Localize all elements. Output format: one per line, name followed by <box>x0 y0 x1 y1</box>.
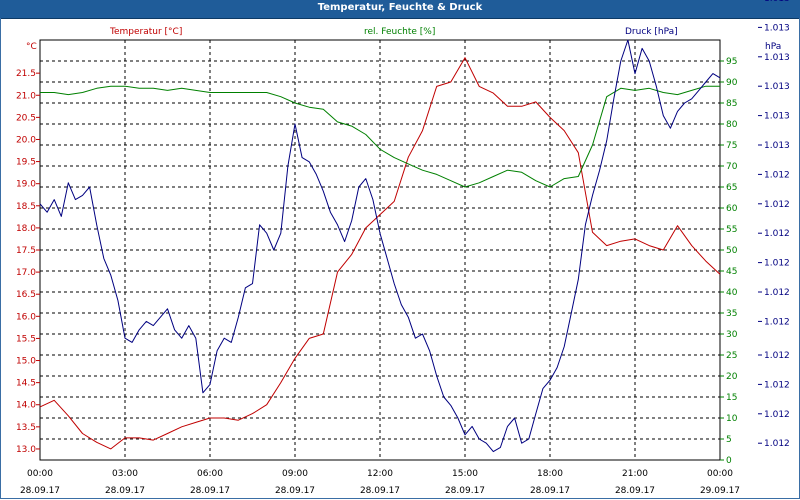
temperature-tick-label: 15.0 <box>16 357 36 367</box>
temperature-tick-label: 13.0 <box>16 445 36 455</box>
pressure-tick-label: 1.012 <box>764 380 790 390</box>
pressure-tick-label: 1.012 <box>764 200 790 210</box>
legend-temperature: Temperatur [°C] <box>109 27 182 37</box>
pressure-tick-label: 1.012 <box>764 259 790 269</box>
humidity-tick-label: 10 <box>726 414 738 424</box>
pressure-tick-label: 1.012 <box>764 410 790 420</box>
x-tick-time: 09:00 <box>282 469 308 479</box>
series-line-humidity <box>40 85 720 188</box>
pressure-tick-label: 1.012 <box>764 317 790 327</box>
humidity-tick-label: 90 <box>726 78 738 88</box>
temperature-tick-label: 19.0 <box>16 180 36 190</box>
humidity-tick-label: 15 <box>726 393 737 403</box>
x-tick-time: 15:00 <box>452 469 478 479</box>
pressure-tick-label: 1.013 <box>764 53 790 63</box>
pressure-tick-label: 1.012 <box>764 288 790 298</box>
x-tick-date: 28.09.17 <box>360 486 400 496</box>
humidity-tick-label: 25 <box>726 351 737 361</box>
pressure-unit-label: hPa <box>765 42 781 52</box>
temperature-tick-label: 17.5 <box>16 246 36 256</box>
pressure-tick-label: 1.013 <box>764 23 790 33</box>
humidity-tick-label: 65 <box>726 183 737 193</box>
humidity-tick-label: 35 <box>726 309 737 319</box>
series-line-pressure <box>39 39 721 453</box>
humidity-tick-label: 50 <box>726 246 738 256</box>
x-tick-time: 18:00 <box>537 469 563 479</box>
window-title: Temperatur, Feuchte & Druck <box>317 2 483 13</box>
pressure-tick-label: 1.012 <box>764 351 790 361</box>
x-tick-date: 28.09.17 <box>530 486 570 496</box>
temperature-tick-label: 17.0 <box>16 268 36 278</box>
x-tick-time: 00:00 <box>707 469 733 479</box>
x-tick-date: 28.09.17 <box>105 486 145 496</box>
pressure-tick-label: 1.013 <box>764 0 790 4</box>
humidity-tick-label: 5 <box>726 435 732 445</box>
temperature-tick-label: 14.0 <box>16 401 36 411</box>
humidity-tick-label: 0 <box>726 456 732 466</box>
x-tick-date: 29.09.17 <box>700 486 740 496</box>
temperature-tick-label: 20.5 <box>16 113 36 123</box>
temperature-tick-label: 21.5 <box>16 69 36 79</box>
temperature-tick-label: 21.0 <box>16 91 36 101</box>
temperature-tick-label: 14.5 <box>16 379 36 389</box>
title-bar: Temperatur, Feuchte & Druck <box>0 0 800 19</box>
x-tick-time: 21:00 <box>622 469 648 479</box>
pressure-tick-label: 1.013 <box>764 82 790 92</box>
temperature-tick-label: 18.0 <box>16 224 36 234</box>
temperature-tick-label: 16.0 <box>16 312 36 322</box>
humidity-tick-label: 55 <box>726 225 737 235</box>
temperature-tick-label: 19.5 <box>16 158 36 168</box>
temperature-tick-label: 13.5 <box>16 423 36 433</box>
x-tick-date: 28.09.17 <box>190 486 230 496</box>
humidity-tick-label: 45 <box>726 267 737 277</box>
legend-humidity: rel. Feuchte [%] <box>364 27 435 37</box>
x-tick-time: 06:00 <box>197 469 223 479</box>
x-tick-date: 28.09.17 <box>615 486 655 496</box>
humidity-tick-label: 95 <box>726 57 737 67</box>
humidity-tick-label: 75 <box>726 141 737 151</box>
temperature-tick-label: 16.5 <box>16 290 36 300</box>
x-tick-date: 28.09.17 <box>275 486 315 496</box>
x-tick-time: 12:00 <box>367 469 393 479</box>
temperature-unit-label: °C <box>26 42 37 52</box>
x-tick-time: 03:00 <box>112 469 138 479</box>
humidity-tick-label: 60 <box>726 204 738 214</box>
humidity-tick-label: 70 <box>726 162 738 172</box>
temperature-tick-label: 20.0 <box>16 135 36 145</box>
temperature-tick-label: 15.5 <box>16 334 36 344</box>
legend-pressure: Druck [hPa] <box>625 27 678 37</box>
pressure-tick-label: 1.013 <box>764 112 790 122</box>
x-tick-date: 28.09.17 <box>20 486 60 496</box>
humidity-tick-label: 85 <box>726 99 737 109</box>
pressure-tick-label: 1.012 <box>764 439 790 449</box>
x-tick-time: 00:00 <box>27 469 53 479</box>
humidity-tick-label: 80 <box>726 120 738 130</box>
x-tick-date: 28.09.17 <box>445 486 485 496</box>
humidity-tick-label: 40 <box>726 288 738 298</box>
humidity-tick-label: 30 <box>726 330 738 340</box>
series-line-temperature <box>39 57 721 450</box>
pressure-tick-label: 1.013 <box>764 141 790 151</box>
humidity-tick-label: 20 <box>726 372 738 382</box>
temperature-tick-label: 18.5 <box>16 202 36 212</box>
pressure-tick-label: 1.012 <box>764 170 790 180</box>
pressure-tick-label: 1.012 <box>764 229 790 239</box>
